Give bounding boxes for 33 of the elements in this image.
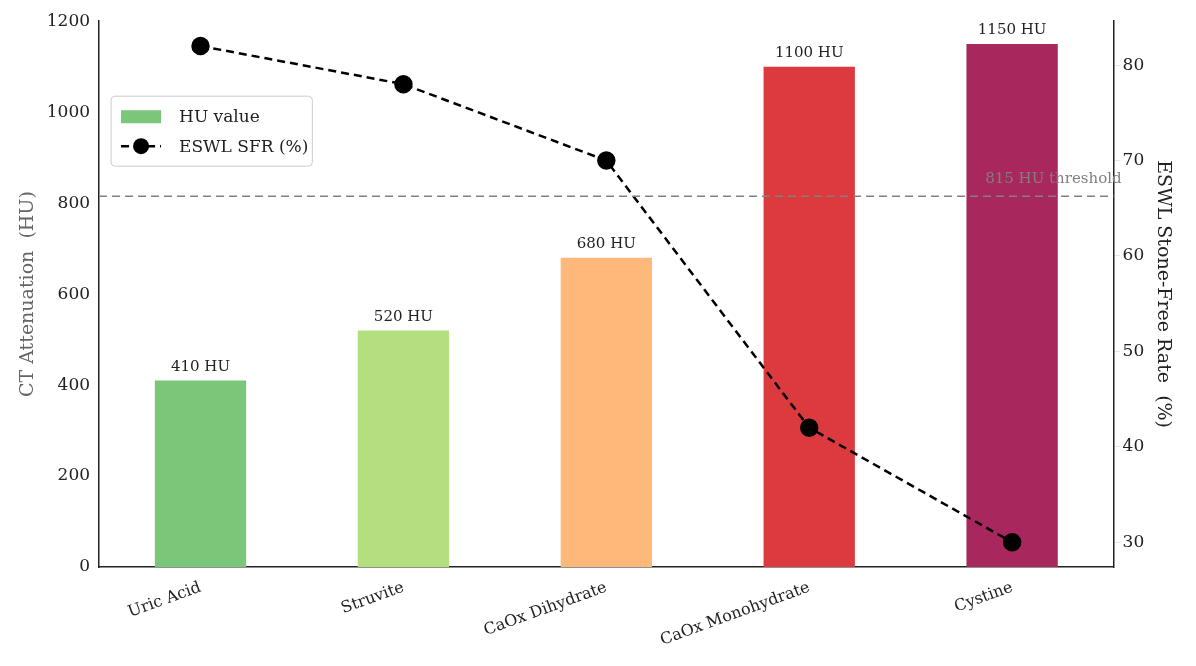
y-tick-label: 800 [57, 191, 91, 212]
y2-axis-title: ESWL Stone-Free Rate (%) [1153, 160, 1176, 428]
y-tick-label: 400 [57, 373, 91, 394]
y2-tick-label: 50 [1122, 339, 1145, 360]
y-axis-title: CT Attenuation (HU) [15, 191, 38, 398]
data-label: 680 HU [576, 234, 636, 253]
legend-label: ESWL SFR (%) [179, 135, 309, 156]
x-tick-label: Uric Acid [125, 576, 204, 621]
data-label: 1100 HU [774, 43, 844, 62]
bar [763, 66, 855, 568]
y2-tick-label: 70 [1122, 148, 1145, 169]
legend-label: HU value [179, 105, 260, 126]
y2-tick-label: 60 [1122, 244, 1145, 265]
y2-tick-label: 30 [1122, 530, 1145, 551]
point [394, 74, 413, 94]
point [191, 36, 210, 56]
y-tick-label: 200 [57, 464, 91, 485]
y-tick-label: 0 [79, 555, 91, 576]
bar [357, 330, 450, 568]
y-tick-label: 1200 [46, 9, 91, 30]
point [597, 151, 616, 170]
bar [560, 257, 652, 568]
bar [154, 380, 247, 568]
data-label: 410 HU [170, 356, 231, 375]
x-tick-label: Cystine [951, 576, 1015, 616]
point [1002, 532, 1022, 552]
data-label: 1150 HU [977, 20, 1047, 39]
y-tick-label: 600 [57, 282, 91, 303]
data-label: 520 HU [373, 306, 433, 325]
y-tick-label: 1000 [46, 100, 91, 121]
point [799, 418, 819, 437]
y2-tick-label: 40 [1122, 435, 1145, 456]
y2-tick-label: 80 [1122, 53, 1145, 74]
